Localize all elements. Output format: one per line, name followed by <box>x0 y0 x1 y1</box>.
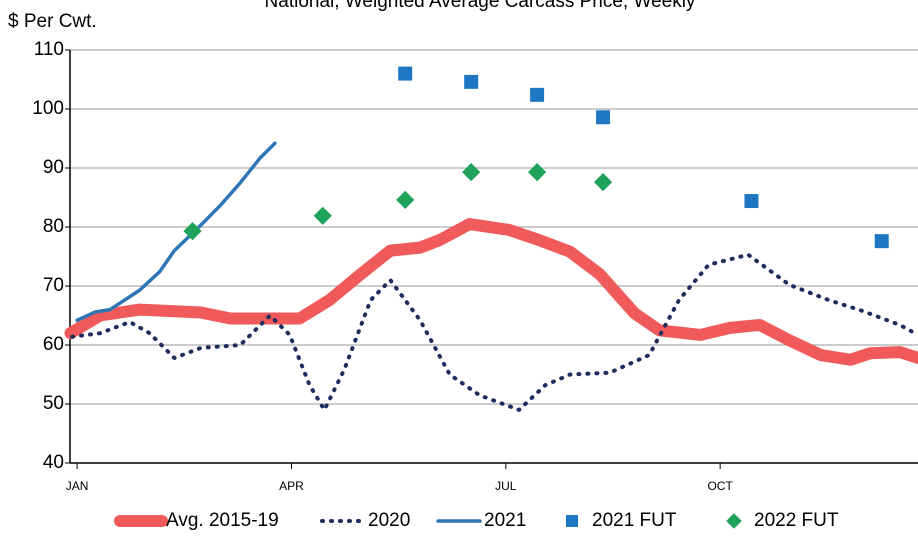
legend-marker <box>726 513 742 529</box>
x-tick-label: JAN <box>66 479 89 493</box>
point <box>398 66 413 81</box>
point <box>464 74 479 89</box>
point <box>874 234 889 249</box>
point <box>183 222 202 241</box>
legend-label: 2022 FUT <box>754 510 839 531</box>
point <box>462 163 481 182</box>
point <box>744 194 759 209</box>
line <box>64 218 918 366</box>
y-axis-label: $ Per Cwt. <box>8 11 97 32</box>
legend-label: 2021 <box>484 510 526 531</box>
point <box>528 163 547 182</box>
y-tick-label: 80 <box>43 216 64 237</box>
y-tick-label: 70 <box>43 275 64 296</box>
y-tick-label: 90 <box>43 157 64 178</box>
chart-title: National, Weighted Average Carcass Price… <box>265 0 696 12</box>
legend-marker <box>566 515 578 527</box>
point <box>313 206 332 225</box>
y-tick-label: 40 <box>43 452 64 473</box>
line <box>70 252 918 412</box>
y-tick-label: 50 <box>43 393 64 414</box>
legend-label: 2020 <box>368 510 410 531</box>
x-tick-label: JUL <box>495 479 517 493</box>
legend-label: Avg. 2015-19 <box>166 510 279 531</box>
y-tick-label: 100 <box>32 98 64 119</box>
x-tick-label: OCT <box>707 479 733 493</box>
point <box>593 173 613 192</box>
x-tick-label: APR <box>279 479 304 493</box>
point <box>596 110 611 125</box>
y-tick-label: 60 <box>43 334 64 355</box>
point <box>396 190 415 209</box>
point <box>530 87 545 102</box>
y-tick-label: 110 <box>34 39 64 60</box>
legend-label: 2021 FUT <box>592 510 677 531</box>
line <box>75 141 277 322</box>
